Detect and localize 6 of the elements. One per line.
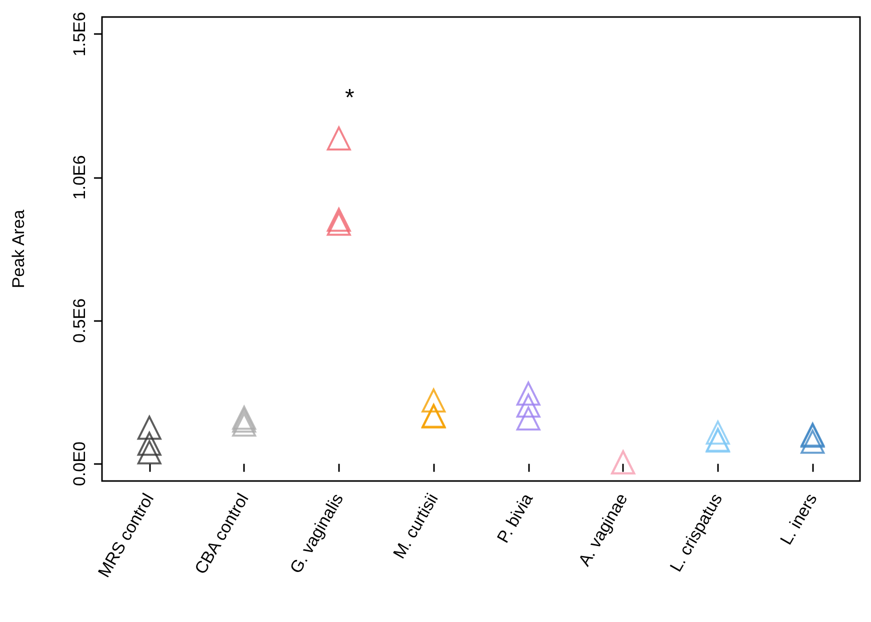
y-tick-label: 1.5E6 (70, 12, 89, 56)
annotation: * (345, 84, 354, 112)
y-tick-label: 0.0E0 (70, 442, 89, 486)
y-tick-label: 0.5E6 (70, 298, 89, 343)
y-axis-title: Peak Area (9, 209, 28, 288)
y-tick-label: 1.0E6 (70, 155, 89, 200)
